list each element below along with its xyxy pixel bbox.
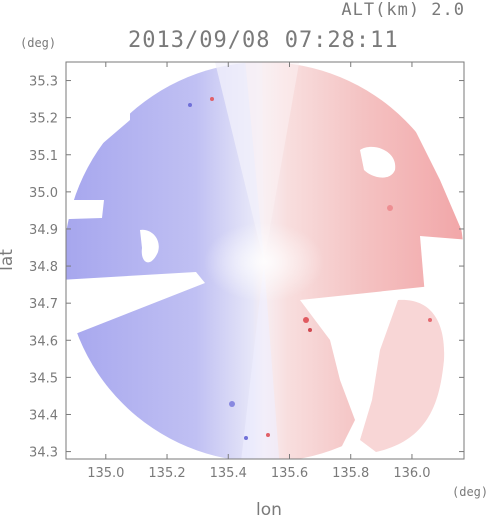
beam-blockage-gap: [66, 272, 205, 338]
neutral-wedge-east: [245, 62, 300, 262]
velocity-field: [66, 62, 464, 459]
x-tick-label: 135.0: [87, 466, 124, 481]
center-glow: [204, 222, 324, 302]
speckle: [428, 318, 432, 322]
speckle: [188, 103, 192, 107]
y-tick-label: 34.7: [29, 297, 58, 312]
y-tick-label: 34.8: [29, 260, 58, 275]
neutral-wedge-south: [241, 262, 280, 459]
speckle: [387, 205, 393, 211]
y-unit-label: (deg): [20, 36, 57, 50]
y-tick-label: 35.2: [29, 112, 58, 127]
y-tick-label: 35.3: [29, 75, 58, 90]
y-tick-label: 35.0: [29, 186, 58, 201]
x-tick-label: 135.6: [271, 466, 308, 481]
x-tick-label: 135.4: [210, 466, 247, 481]
x-tick-label: 135.8: [332, 466, 369, 481]
y-tick-label: 34.5: [29, 371, 58, 386]
no-echo-e: [420, 236, 464, 300]
x-tick-label: 135.2: [148, 466, 185, 481]
x-unit-label: (deg): [452, 485, 489, 499]
timestamp-title: 2013/09/08 07:28:11: [128, 28, 399, 53]
speckle: [244, 436, 248, 440]
altitude-label: ALT(km) 2.0: [341, 0, 465, 20]
no-echo-ne: [400, 100, 464, 236]
y-tick-label: 35.1: [29, 149, 58, 164]
no-echo-nw-top: [66, 62, 130, 175]
no-echo-hole-2: [360, 146, 396, 178]
plot-frame: [65, 61, 465, 460]
x-axis-ticks: 135.0 135.2 135.4 135.6 135.8 136.0: [87, 62, 431, 481]
y-tick-label: 34.9: [29, 223, 58, 238]
x-tick-label: 136.0: [393, 466, 430, 481]
speckle: [303, 317, 309, 323]
y-axis-ticks: 34.3 34.4 34.5 34.6 34.7 34.8 34.9 35.0 35.1 35.2…: [29, 75, 464, 461]
y-tick-label: 34.3: [29, 446, 58, 461]
y-tick-label: 34.6: [29, 334, 58, 349]
y-tick-label: 34.4: [29, 408, 58, 423]
no-echo-hole-1: [140, 229, 159, 263]
echo-se-cluster: [360, 299, 445, 452]
no-echo-nw: [66, 200, 104, 220]
speckle: [308, 328, 312, 332]
no-echo-n: [120, 62, 210, 72]
speckle: [229, 401, 235, 407]
speckle: [266, 433, 270, 437]
speckle: [210, 97, 214, 101]
x-axis-label: lon: [256, 500, 282, 520]
